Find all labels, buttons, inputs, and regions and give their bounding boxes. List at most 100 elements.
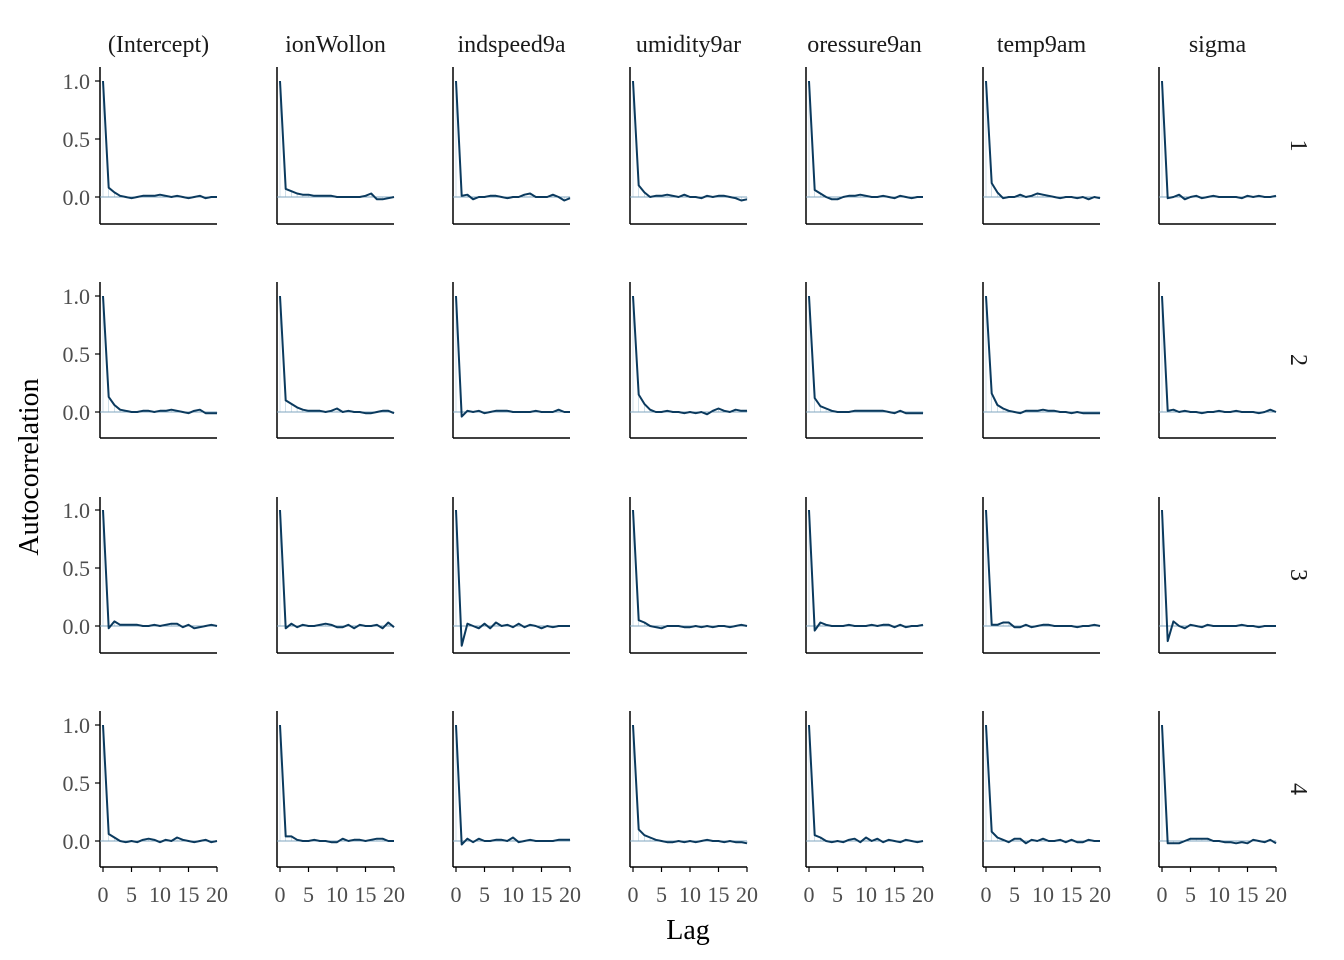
y-tick-label: 0.0 bbox=[63, 400, 91, 425]
x-tick-label: 10 bbox=[1032, 882, 1054, 907]
x-tick-label: 15 bbox=[355, 882, 377, 907]
acf-line bbox=[102, 509, 218, 630]
x-tick-label: 15 bbox=[708, 882, 730, 907]
acf-line bbox=[1161, 509, 1276, 643]
x-tick-label: 0 bbox=[275, 882, 286, 907]
acf-panel bbox=[629, 711, 748, 872]
acf-line bbox=[1161, 295, 1277, 415]
x-tick-label: 0 bbox=[804, 882, 815, 907]
x-tick-label: 10 bbox=[855, 882, 877, 907]
acf-panel bbox=[805, 497, 924, 654]
acf-line bbox=[279, 724, 394, 844]
row-strip-label: 2 bbox=[1285, 354, 1311, 366]
acf-line bbox=[102, 295, 217, 415]
acf-line bbox=[632, 295, 747, 416]
column-strip-label: sigma bbox=[1189, 32, 1247, 58]
x-tick-label: 20 bbox=[1265, 882, 1287, 907]
x-tick-label: 15 bbox=[531, 882, 553, 907]
x-tick-label: 0 bbox=[451, 882, 462, 907]
x-tick-label: 0 bbox=[1157, 882, 1168, 907]
column-strip-label: umidity9ar bbox=[636, 32, 741, 58]
acf-panel bbox=[805, 711, 924, 872]
x-tick-label: 0 bbox=[98, 882, 109, 907]
y-axis-title: Autocorrelation bbox=[14, 378, 45, 555]
row-strip-label: 3 bbox=[1285, 569, 1311, 581]
acf-panel bbox=[452, 67, 571, 225]
y-tick-label: 1.0 bbox=[63, 284, 91, 309]
acf-line bbox=[455, 509, 570, 647]
column-strip-label: (Intercept) bbox=[108, 32, 209, 58]
acf-panel bbox=[95, 67, 217, 225]
y-tick-label: 0.5 bbox=[63, 342, 91, 367]
column-strip-label: temp9am bbox=[997, 32, 1087, 58]
acf-panel bbox=[982, 67, 1101, 225]
acf-line bbox=[808, 509, 924, 632]
x-tick-label: 15 bbox=[1061, 882, 1083, 907]
x-tick-label: 15 bbox=[178, 882, 200, 907]
y-tick-label: 1.0 bbox=[63, 713, 91, 738]
column-strip-label: oressure9an bbox=[807, 32, 922, 58]
acf-panel bbox=[1158, 282, 1277, 439]
acf-line bbox=[279, 80, 395, 201]
x-tick-label: 20 bbox=[206, 882, 228, 907]
acf-line bbox=[985, 80, 1101, 201]
acf-line bbox=[102, 724, 218, 844]
y-tick-label: 0.5 bbox=[63, 127, 91, 152]
acf-line bbox=[102, 80, 217, 200]
acf-panel bbox=[95, 282, 218, 439]
x-tick-label: 10 bbox=[679, 882, 701, 907]
y-tick-label: 0.0 bbox=[63, 185, 91, 210]
x-tick-label: 15 bbox=[884, 882, 906, 907]
acf-line bbox=[985, 724, 1100, 845]
acf-panel bbox=[982, 711, 1101, 872]
acf-panel bbox=[452, 497, 570, 654]
x-tick-label: 5 bbox=[479, 882, 490, 907]
row-strip-label: 1 bbox=[1285, 140, 1311, 152]
x-tick-label: 20 bbox=[912, 882, 934, 907]
acf-panel bbox=[276, 711, 395, 872]
x-tick-label: 10 bbox=[326, 882, 348, 907]
acf-line bbox=[279, 295, 395, 415]
acf-panel bbox=[1158, 711, 1277, 872]
acf-panel bbox=[982, 497, 1101, 654]
acf-panel bbox=[982, 282, 1101, 439]
acf-panel bbox=[1158, 67, 1277, 225]
acf-line bbox=[455, 80, 571, 202]
acf-line bbox=[632, 509, 748, 630]
acf-line bbox=[279, 509, 395, 630]
y-tick-label: 0.5 bbox=[63, 771, 91, 796]
acf-line bbox=[808, 80, 923, 201]
x-tick-label: 20 bbox=[559, 882, 581, 907]
panels-layer: (Intercept) ionWollon indspeed9a umidity9ar… bbox=[63, 32, 1312, 907]
acf-panel bbox=[629, 67, 748, 225]
column-strip-label: indspeed9a bbox=[458, 32, 566, 58]
y-tick-label: 0.0 bbox=[63, 829, 91, 854]
x-tick-label: 5 bbox=[656, 882, 667, 907]
x-tick-label: 20 bbox=[736, 882, 758, 907]
y-tick-label: 0.5 bbox=[63, 556, 91, 581]
x-tick-label: 20 bbox=[383, 882, 405, 907]
acf-line bbox=[1161, 724, 1277, 845]
x-axis-title: Lag bbox=[666, 915, 710, 946]
acf-panel bbox=[805, 282, 924, 439]
x-tick-label: 5 bbox=[1185, 882, 1196, 907]
acf-panel bbox=[95, 711, 218, 872]
x-tick-label: 20 bbox=[1089, 882, 1111, 907]
x-tick-label: 5 bbox=[126, 882, 137, 907]
acf-line bbox=[455, 724, 570, 846]
acf-panel bbox=[276, 67, 395, 225]
x-tick-label: 5 bbox=[1009, 882, 1020, 907]
acf-line bbox=[455, 295, 570, 418]
row-strip-label: 4 bbox=[1285, 783, 1311, 795]
x-tick-label: 0 bbox=[628, 882, 639, 907]
acf-panel bbox=[95, 497, 218, 654]
x-tick-label: 10 bbox=[502, 882, 524, 907]
acf-panel bbox=[452, 711, 571, 872]
x-tick-label: 0 bbox=[981, 882, 992, 907]
y-tick-label: 1.0 bbox=[63, 69, 91, 94]
acf-line bbox=[985, 295, 1100, 415]
x-tick-label: 10 bbox=[149, 882, 171, 907]
acf-line bbox=[808, 295, 923, 415]
acf-line bbox=[632, 80, 748, 202]
